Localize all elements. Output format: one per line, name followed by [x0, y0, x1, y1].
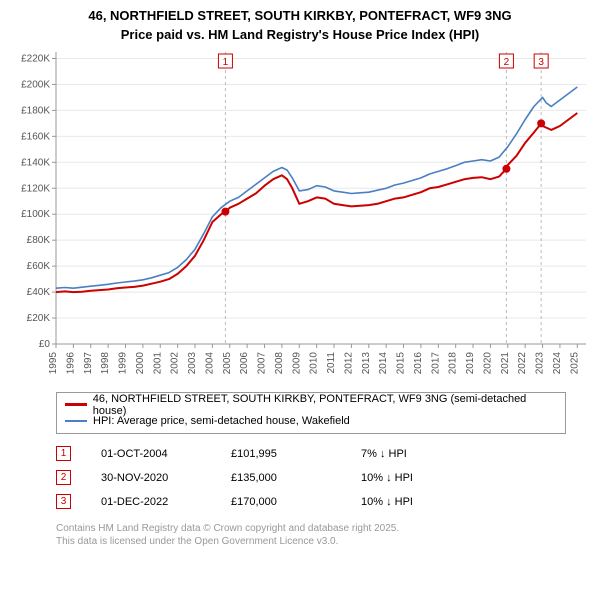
svg-text:2020: 2020 — [482, 351, 493, 374]
svg-text:2003: 2003 — [187, 351, 198, 374]
svg-text:£180K: £180K — [21, 105, 50, 116]
svg-text:2018: 2018 — [448, 351, 459, 374]
svg-text:£220K: £220K — [21, 53, 50, 64]
svg-text:2002: 2002 — [170, 351, 181, 374]
svg-text:3: 3 — [538, 57, 544, 68]
svg-text:2010: 2010 — [309, 351, 320, 374]
footnote-line-1: Contains HM Land Registry data © Crown c… — [56, 522, 590, 535]
marker-table-row: 3 01-DEC-2022£170,00010% ↓ HPI — [56, 490, 590, 514]
svg-text:2017: 2017 — [430, 351, 441, 374]
marker-id-box: 2 — [56, 470, 71, 485]
svg-text:1996: 1996 — [65, 351, 76, 374]
legend-label: HPI: Average price, semi-detached house,… — [93, 415, 350, 427]
svg-text:£0: £0 — [39, 339, 51, 350]
marker-table-row: 1 01-OCT-2004£101,9957% ↓ HPI — [56, 442, 590, 466]
marker-table: 1 01-OCT-2004£101,9957% ↓ HPI 2 30-NOV-2020… — [56, 442, 590, 514]
chart-container: 46, NORTHFIELD STREET, SOUTH KIRKBY, PON… — [0, 0, 600, 554]
svg-text:£80K: £80K — [27, 235, 51, 246]
marker-pct: 10% ↓ HPI — [361, 472, 481, 484]
svg-text:2024: 2024 — [552, 351, 563, 374]
footnote-line-2: This data is licensed under the Open Gov… — [56, 535, 590, 548]
svg-text:2025: 2025 — [569, 351, 580, 374]
svg-text:£60K: £60K — [27, 261, 51, 272]
svg-text:2007: 2007 — [257, 351, 268, 374]
svg-text:£40K: £40K — [27, 287, 51, 298]
svg-text:2009: 2009 — [291, 351, 302, 374]
svg-text:2013: 2013 — [361, 351, 372, 374]
svg-text:2012: 2012 — [343, 351, 354, 374]
chart-title-line-1: 46, NORTHFIELD STREET, SOUTH KIRKBY, PON… — [10, 8, 590, 25]
marker-id-box: 3 — [56, 494, 71, 509]
svg-text:2022: 2022 — [517, 351, 528, 374]
svg-text:2023: 2023 — [535, 351, 546, 374]
footnote: Contains HM Land Registry data © Crown c… — [56, 522, 590, 548]
svg-text:2021: 2021 — [500, 351, 511, 374]
line-chart-svg: £0 £20K £40K £60K £80K £100K £120K £140K £160K £1… — [10, 46, 590, 386]
legend-label: 46, NORTHFIELD STREET, SOUTH KIRKBY, PON… — [93, 393, 557, 417]
svg-text:2015: 2015 — [396, 351, 407, 374]
marker-price: £101,995 — [231, 448, 361, 460]
svg-text:1: 1 — [223, 57, 229, 68]
svg-text:2004: 2004 — [204, 351, 215, 374]
svg-text:£200K: £200K — [21, 79, 50, 90]
svg-text:2019: 2019 — [465, 351, 476, 374]
svg-text:£100K: £100K — [21, 209, 50, 220]
svg-text:£20K: £20K — [27, 313, 51, 324]
svg-text:2000: 2000 — [135, 351, 146, 374]
marker-pct: 7% ↓ HPI — [361, 448, 481, 460]
marker-date: 01-DEC-2022 — [101, 496, 231, 508]
chart-plot-area: £0 £20K £40K £60K £80K £100K £120K £140K £160K £1… — [10, 46, 590, 386]
marker-pct: 10% ↓ HPI — [361, 496, 481, 508]
svg-text:£120K: £120K — [21, 183, 50, 194]
legend-box: 46, NORTHFIELD STREET, SOUTH KIRKBY, PON… — [56, 392, 566, 434]
chart-title-line-2: Price paid vs. HM Land Registry's House … — [10, 27, 590, 42]
svg-text:£140K: £140K — [21, 157, 50, 168]
svg-text:2: 2 — [504, 57, 510, 68]
marker-price: £135,000 — [231, 472, 361, 484]
svg-text:2005: 2005 — [222, 351, 233, 374]
svg-text:2001: 2001 — [152, 351, 163, 374]
legend-swatch — [65, 403, 87, 406]
svg-text:1999: 1999 — [118, 351, 129, 374]
svg-text:2008: 2008 — [274, 351, 285, 374]
svg-text:2014: 2014 — [378, 351, 389, 374]
svg-text:2011: 2011 — [326, 351, 337, 373]
marker-id-box: 1 — [56, 446, 71, 461]
marker-price: £170,000 — [231, 496, 361, 508]
svg-text:2006: 2006 — [239, 351, 250, 374]
svg-text:2016: 2016 — [413, 351, 424, 374]
marker-table-row: 2 30-NOV-2020£135,00010% ↓ HPI — [56, 466, 590, 490]
svg-text:1995: 1995 — [48, 351, 59, 374]
svg-text:£160K: £160K — [21, 131, 50, 142]
legend-swatch — [65, 420, 87, 422]
svg-text:1997: 1997 — [83, 351, 94, 374]
marker-date: 01-OCT-2004 — [101, 448, 231, 460]
marker-date: 30-NOV-2020 — [101, 472, 231, 484]
legend-row: 46, NORTHFIELD STREET, SOUTH KIRKBY, PON… — [65, 397, 557, 413]
svg-text:1998: 1998 — [100, 351, 111, 374]
